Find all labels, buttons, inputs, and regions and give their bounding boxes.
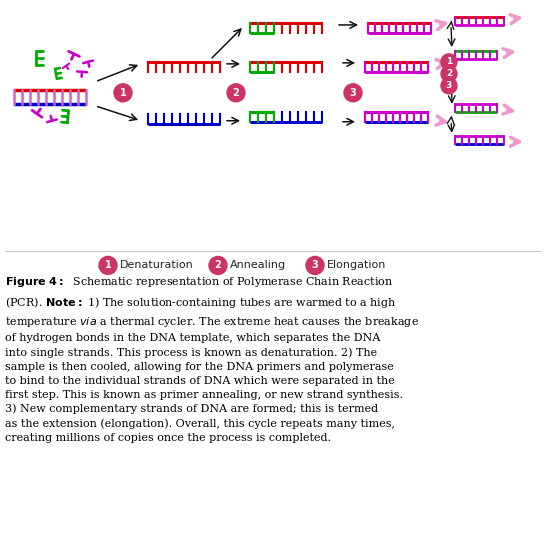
Circle shape [209,257,227,275]
Text: Elongation: Elongation [327,261,387,270]
Text: 1: 1 [120,88,126,98]
Text: 1: 1 [105,261,111,270]
Text: Denaturation: Denaturation [120,261,194,270]
Text: 2: 2 [215,261,221,270]
Text: 2: 2 [446,69,452,78]
Text: 3: 3 [446,81,452,90]
Text: 3: 3 [349,88,357,98]
Circle shape [344,84,362,102]
Circle shape [114,84,132,102]
Text: $\mathbf{Figure\ 4:}$  Schematic representation of Polymerase Chain Reaction
(PC: $\mathbf{Figure\ 4:}$ Schematic represen… [5,275,419,443]
Text: 2: 2 [233,88,239,98]
Text: Annealing: Annealing [230,261,286,270]
Text: 3: 3 [312,261,318,270]
Text: 1: 1 [446,57,452,66]
Circle shape [99,257,117,275]
Circle shape [441,54,457,70]
Circle shape [306,257,324,275]
Circle shape [441,78,457,94]
Circle shape [227,84,245,102]
Circle shape [441,66,457,82]
